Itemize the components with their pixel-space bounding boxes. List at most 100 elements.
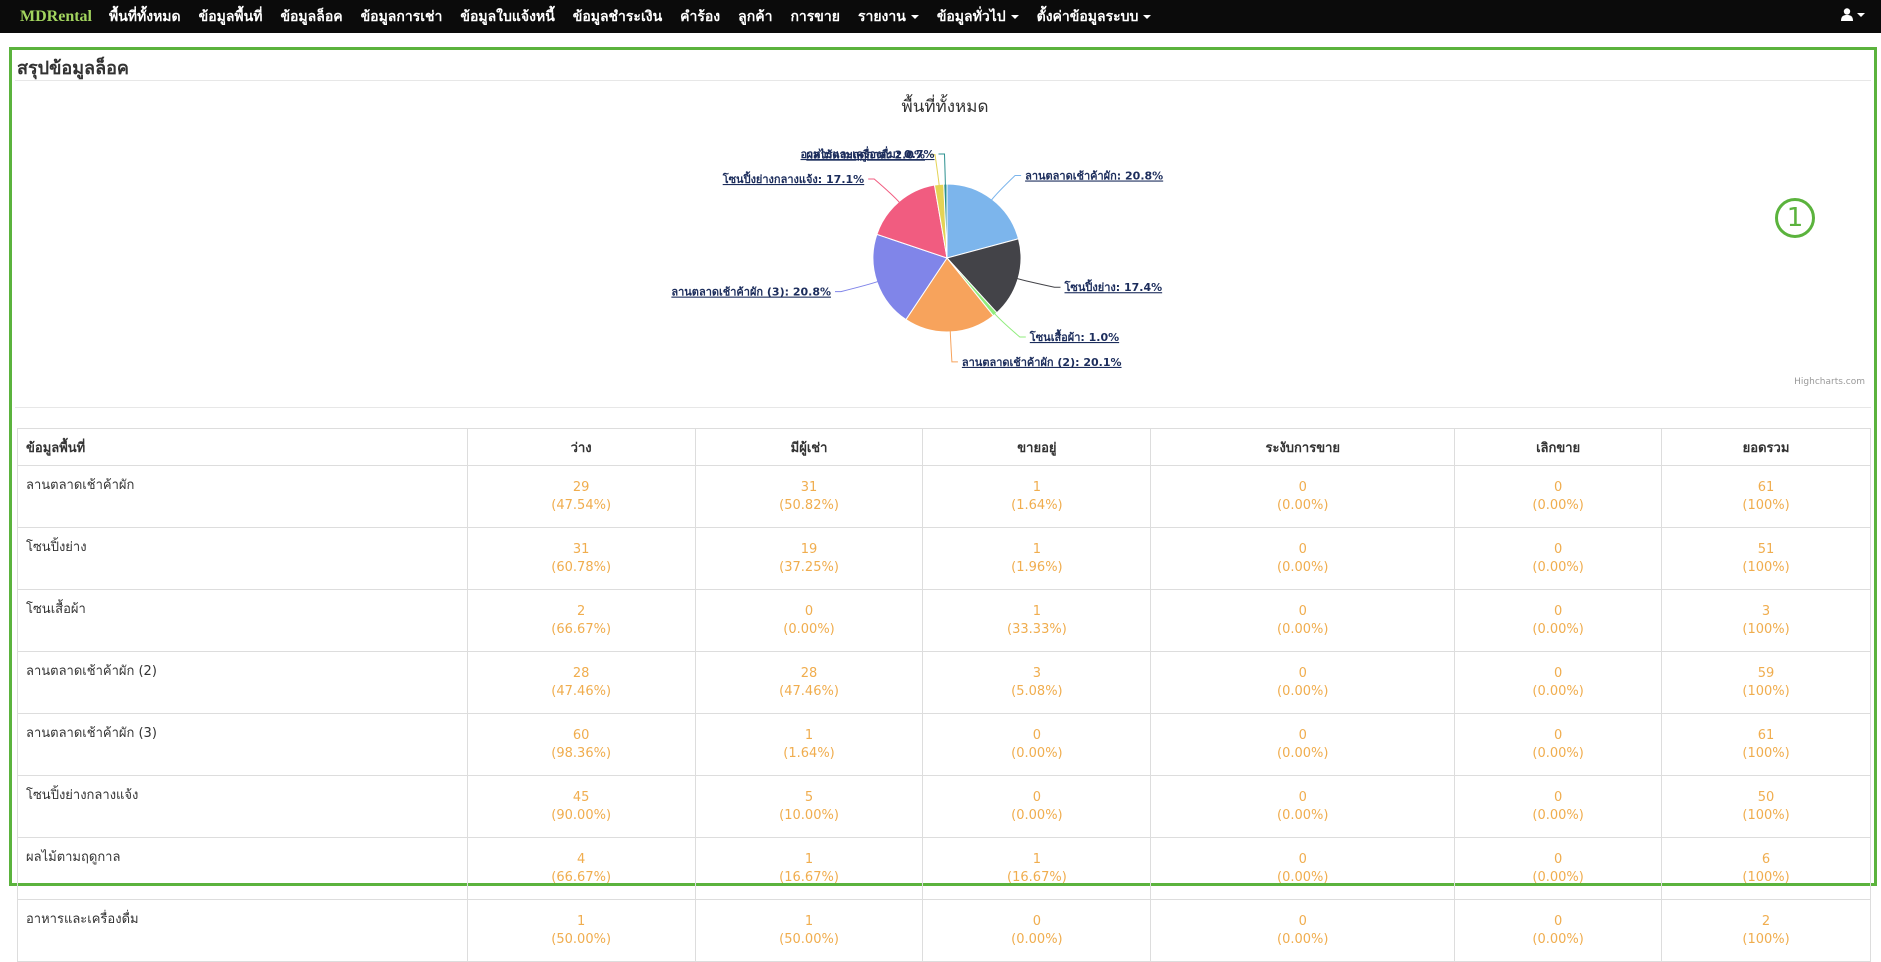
cell-count: 61 <box>1757 727 1775 743</box>
pie-data-label[interactable]: ลานตลาดเช้าค้าผัก: 20.8% <box>1025 170 1163 183</box>
table-cell: 0 (0.00%) <box>1454 527 1663 590</box>
cell-percent: (66.67%) <box>551 869 612 885</box>
panel-divider <box>15 80 1871 81</box>
pie-data-label[interactable]: โซนปิ้งย่าง: 17.4% <box>1064 279 1163 294</box>
table-cell: 1 (1.64%) <box>922 465 1152 528</box>
table-row: ลานตลาดเช้าค้าผัก 29 (47.54%) 31 (50.82%) 1 (1… <box>17 465 1871 528</box>
nav-item-all-areas[interactable]: พื้นที่ทั้งหมด <box>108 8 181 25</box>
caret-down-icon <box>910 14 919 19</box>
table-cell: 0 (0.00%) <box>1150 713 1456 776</box>
cell-percent: (0.00%) <box>1011 807 1063 823</box>
nav-item-payment-info[interactable]: ข้อมูลชำระเงิน <box>572 8 663 25</box>
cell-percent: (100%) <box>1742 683 1790 699</box>
cell-count: 19 <box>800 541 818 557</box>
table-cell: 0 (0.00%) <box>1150 589 1456 652</box>
cell-count: 0 <box>1298 913 1307 929</box>
table-cell: 1 (1.64%) <box>694 713 924 776</box>
pie-data-label[interactable]: ผลไม้ตามฤดูกาล: 2.0% <box>806 148 925 163</box>
table-cell: 0 (0.00%) <box>1454 465 1663 528</box>
cell-count: 0 <box>1553 603 1563 619</box>
cell-percent: (50.00%) <box>779 931 839 947</box>
cell-count: 0 <box>1553 665 1563 681</box>
table-row: โซนปิ้งย่างกลางแจ้ง 45 (90.00%) 5 (10.00%) 0 (… <box>17 775 1871 838</box>
nav-dropdown-label: รายงาน <box>857 8 906 25</box>
table-cell: 3 (100%) <box>1661 589 1871 652</box>
table-cell: 29 (47.54%) <box>466 465 696 528</box>
table-cell: 1 (1.96%) <box>922 527 1152 590</box>
nav-dropdown-general-info[interactable]: ข้อมูลทั่วไป <box>928 6 1028 28</box>
table-cell: 0 (0.00%) <box>1454 589 1663 652</box>
nav-item-invoice-info[interactable]: ข้อมูลใบแจ้งหนี้ <box>460 8 555 25</box>
table-row: โซนเสื้อผ้า 2 (66.67%) 0 (0.00%) 1 (33.33%) 0 (0… <box>17 589 1871 652</box>
chart-credits[interactable]: Highcharts.com <box>1794 377 1865 387</box>
table-cell: 5 (10.00%) <box>694 775 924 838</box>
nav-item-requests[interactable]: คำร้อง <box>680 8 721 25</box>
table-cell: 1 (33.33%) <box>922 589 1152 652</box>
cell-count: 1 <box>1032 603 1042 619</box>
nav-item-rental-info[interactable]: ข้อมูลการเช่า <box>360 8 443 25</box>
table-cell: 0 (0.00%) <box>694 589 924 652</box>
cell-count: 0 <box>1298 603 1307 619</box>
lock-summary-table: ข้อมูลพื้นที่ ว่าง มีผู้เช่า ขายอยู่ ระง… <box>17 428 1871 962</box>
pie-connector-line <box>929 154 940 187</box>
nav-dropdown-system-settings[interactable]: ตั้งค่าข้อมูลระบบ <box>1028 6 1161 28</box>
nav-item-sales[interactable]: การขาย <box>790 8 840 25</box>
table-cell: 45 (90.00%) <box>466 775 696 838</box>
cell-percent: (0.00%) <box>1532 559 1584 575</box>
table-cell: 59 (100%) <box>1661 651 1871 714</box>
cell-count: 0 <box>1553 913 1563 929</box>
table-row: ผลไม้ตามฤดูกาล 4 (66.67%) 1 (16.67%) 1 (16.67%… <box>17 837 1871 900</box>
cell-percent: (1.64%) <box>1011 497 1063 513</box>
top-navbar: MDRental พื้นที่ทั้งหมด ข้อมูลพื้นที่ ข้… <box>0 0 1881 33</box>
cell-percent: (0.00%) <box>1277 559 1329 575</box>
cell-count: 0 <box>1298 541 1307 557</box>
cell-count: 0 <box>1298 789 1307 805</box>
table-cell: 2 (100%) <box>1661 899 1871 962</box>
cell-percent: (0.00%) <box>1011 931 1063 947</box>
row-area-name: ลานตลาดเช้าค้าผัก <box>17 465 468 528</box>
cell-count: 0 <box>1032 913 1042 929</box>
table-cell: 51 (100%) <box>1661 527 1871 590</box>
row-area-name: ลานตลาดเช้าค้าผัก (2) <box>17 651 468 714</box>
cell-percent: (10.00%) <box>779 807 839 823</box>
user-menu[interactable] <box>1841 8 1865 21</box>
row-area-name: โซนปิ้งย่างกลางแจ้ง <box>17 775 468 838</box>
cell-percent: (100%) <box>1742 559 1790 575</box>
pie-connector-line <box>993 312 1026 338</box>
table-cell: 0 (0.00%) <box>1150 527 1456 590</box>
table-cell: 61 (100%) <box>1661 713 1871 776</box>
nav-item-customers[interactable]: ลูกค้า <box>738 8 773 25</box>
cell-percent: (0.00%) <box>1011 745 1063 761</box>
cell-count: 1 <box>1032 541 1042 557</box>
table-row: ลานตลาดเช้าค้าผัก (2) 28 (47.46%) 28 (47.46%… <box>17 651 1871 714</box>
cell-percent: (47.46%) <box>551 683 612 699</box>
row-area-name: ลานตลาดเช้าค้าผัก (3) <box>17 713 468 776</box>
cell-count: 0 <box>1553 789 1563 805</box>
cell-count: 51 <box>1757 541 1775 557</box>
cell-percent: (47.46%) <box>779 683 839 699</box>
table-cell: 31 (50.82%) <box>694 465 924 528</box>
nav-dropdown-reports[interactable]: รายงาน <box>849 6 928 28</box>
annotation-marker: 1 <box>1775 198 1815 238</box>
pie-data-label[interactable]: โซนปิ้งย่างกลางแจ้ง: 17.1% <box>722 171 865 186</box>
cell-count: 1 <box>804 727 814 743</box>
pie-data-label[interactable]: อาหารและเครื่องดื่ม: 0.7% <box>801 146 935 161</box>
table-cell: 1 (50.00%) <box>466 899 696 962</box>
user-icon <box>1841 8 1853 21</box>
header-vacant: ว่าง <box>466 428 696 466</box>
brand-logo[interactable]: MDRental <box>20 7 92 25</box>
cell-percent: (37.25%) <box>779 559 839 575</box>
cell-percent: (16.67%) <box>1007 869 1067 885</box>
caret-down-icon <box>1143 14 1152 19</box>
cell-count: 28 <box>800 665 818 681</box>
nav-item-area-info[interactable]: ข้อมูลพื้นที่ <box>198 8 263 25</box>
pie-data-label[interactable]: ลานตลาดเช้าค้าผัก (2): 20.1% <box>962 356 1122 369</box>
table-cell: 0 (0.00%) <box>1454 651 1663 714</box>
header-rented: มีผู้เช่า <box>694 428 924 466</box>
cell-count: 4 <box>577 851 586 867</box>
cell-count: 0 <box>1553 479 1563 495</box>
cell-count: 0 <box>1553 851 1563 867</box>
pie-data-label[interactable]: ลานตลาดเช้าค้าผัก (3): 20.8% <box>671 286 831 299</box>
nav-item-lock-info[interactable]: ข้อมูลล็อค <box>280 8 343 25</box>
pie-data-label[interactable]: โซนเสื้อผ้า: 1.0% <box>1029 329 1119 344</box>
